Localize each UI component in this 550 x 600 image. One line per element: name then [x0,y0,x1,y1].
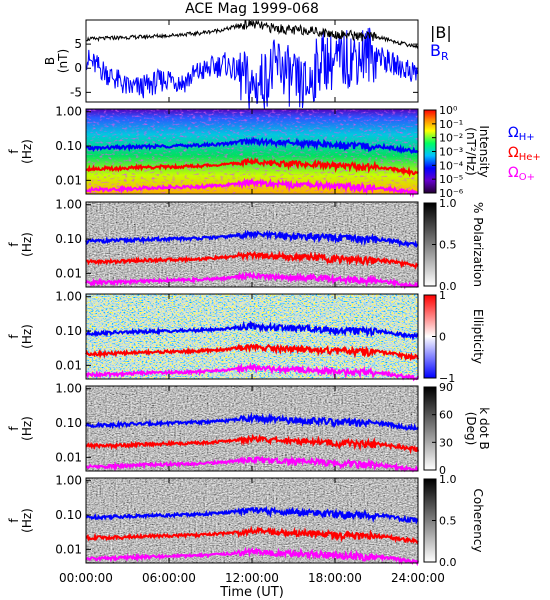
colorbar-label: Coherency [471,488,485,552]
f-tick-label: 0.10 [55,139,82,153]
colorbar-tick-label: 1 [439,289,446,302]
f-tick-label: 0.01 [55,266,82,280]
gyro-label-he-sub: He+ [519,152,541,163]
field-panel: 5 0 -5B(nT) |B|BR [43,19,452,111]
colorbar-tick-label: 10⁻¹ [439,118,463,131]
colorbar-tick-label: 1.0 [439,197,457,210]
colorbar-tick-label: 0.0 [439,556,457,569]
svg-text:ΩO+: ΩO+ [508,165,535,183]
x-tick-label: 12:00:00 [225,571,279,585]
gyro-label-o: Ω [508,165,519,181]
field-legend-0: |B| [430,23,452,42]
f-tick-label: 0.01 [55,542,82,556]
field-y-tick-label: -5 [70,85,82,99]
gyro-o-plus [85,177,419,198]
panel-coherency: 1.00 0.10 0.01 f(Hz) 1.0 0.5 0.0 Coherency [7,473,485,569]
svg-text:ΩH+: ΩH+ [508,125,535,143]
colorbar-tick-label: 10⁻² [439,132,463,145]
field-y-tick-label: 5 [74,37,82,51]
svg-text:ΩHe+: ΩHe+ [508,145,541,163]
field-y-label: B(nT) [43,49,70,73]
colorbar-tick-label: 0 [439,464,446,477]
x-tick-label: 00:00:00 [59,571,113,585]
f-tick-label: 0.10 [55,416,82,430]
f-axis-label: f(Hz) [7,416,34,441]
colorbar-tick-label: 60 [439,409,453,422]
panel-polarization: 1.00 0.10 0.01 f(Hz) 1.0 0.5 0.0 % Polarization [7,197,485,293]
spectrogram-panels: 1.000.100.01f(Hz)10⁰10⁻¹10⁻²10⁻³10⁻⁴10⁻⁵… [7,104,491,569]
colorbar-tick-label: 10⁻⁶ [439,187,464,200]
gyro-label-he: Ω [508,145,519,161]
panel-image [86,202,418,287]
f-tick-label: 0.01 [55,358,82,372]
x-tick-label: 18:00:00 [308,571,362,585]
f-axis-label: f(Hz) [7,232,34,257]
f-tick-label: 0.01 [55,450,82,464]
colorbar-tick-label: 30 [439,436,453,449]
gyro-he-plus [85,250,419,270]
gyro-h-plus [85,412,419,431]
gyro-he-plus [85,433,419,455]
f-axis-label: f(Hz) [7,508,34,533]
colorbar [423,386,437,471]
colorbar-tick-label: 0.5 [439,239,457,252]
f-tick-label: 1.00 [55,105,82,119]
f-tick-label: 0.10 [55,324,82,338]
gyro-o-plus [85,546,419,567]
series-b-r [85,27,419,111]
colorbar-label: Ellipticity [471,309,485,364]
field-y-tick-label: 0 [74,61,82,75]
f-tick-label: 0.01 [55,173,82,187]
panel-image [86,386,418,471]
colorbar-tick-label: 90 [439,381,453,394]
colorbar-tick-label: 10⁻⁴ [439,159,464,172]
gyro-h-plus [85,136,419,155]
time-axis: 00:00:00 06:00:00 12:00:00 18:00:00 24:00:00 [59,20,445,585]
colorbar-tick-label: 1.0 [439,473,457,486]
f-tick-label: 1.00 [55,474,82,488]
f-tick-label: 0.10 [55,508,82,522]
gyro-o-plus [85,271,419,290]
f-axis-label: f(Hz) [7,324,34,349]
x-tick-label: 24:00:00 [391,571,445,585]
gyro-o-plus [85,362,419,382]
gyro-o-plus [85,455,419,473]
colorbar-tick-label: 10⁻³ [439,146,463,159]
colorbar-label: k dot B(Deg) [464,407,491,449]
f-axis-label: f(Hz) [7,139,34,164]
colorbar-tick-label: 0 [439,331,446,344]
x-axis-label: Time (UT) [219,585,284,600]
colorbar-tick-label: 0.5 [439,515,457,528]
panel-intensity: 1.00 0.10 0.01 f(Hz) 10⁰10⁻¹10⁻²10⁻³10⁻⁴10⁻⁵… [7,104,491,200]
x-tick-label: 06:00:00 [142,571,196,585]
colorbar-tick-label: 0.0 [439,280,457,293]
gyro-legend: ΩH+ ΩHe+ ΩO+ [508,125,541,183]
gyro-he-plus [85,343,419,362]
panel-ellipticity: 1.00 0.10 0.01 f(Hz) 1 0 −1 Ellipticity [7,289,485,385]
gyro-he-plus [85,525,419,545]
panel-kdotb: 1.00 0.10 0.01 f(Hz) 90 60 30 0 k dot B(Deg) [7,381,491,477]
gyro-label-h: Ω [508,125,519,141]
gyro-h-plus [85,320,419,341]
colorbar-tick-label: 10⁻⁵ [439,173,463,186]
gyro-label-h-sub: H+ [519,132,535,143]
panel-image [86,294,418,379]
colorbar-label: Intensity(nT²/Hz) [464,125,491,177]
chart-title: ACE Mag 1999-068 [185,1,319,17]
gyro-he-plus [85,157,419,178]
f-tick-label: 1.00 [55,198,82,212]
colorbar-tick-label: −1 [439,372,455,385]
gyro-h-plus [85,229,419,249]
colorbar-label: % Polarization [471,202,485,287]
colorbar-tick-label: 10⁰ [439,104,458,117]
gyro-h-plus [85,505,419,525]
f-tick-label: 0.10 [55,232,82,246]
field-legend-1: BR [430,41,449,63]
f-tick-label: 1.00 [55,290,82,304]
f-tick-label: 1.00 [55,382,82,396]
gyro-label-o-sub: O+ [519,172,535,183]
